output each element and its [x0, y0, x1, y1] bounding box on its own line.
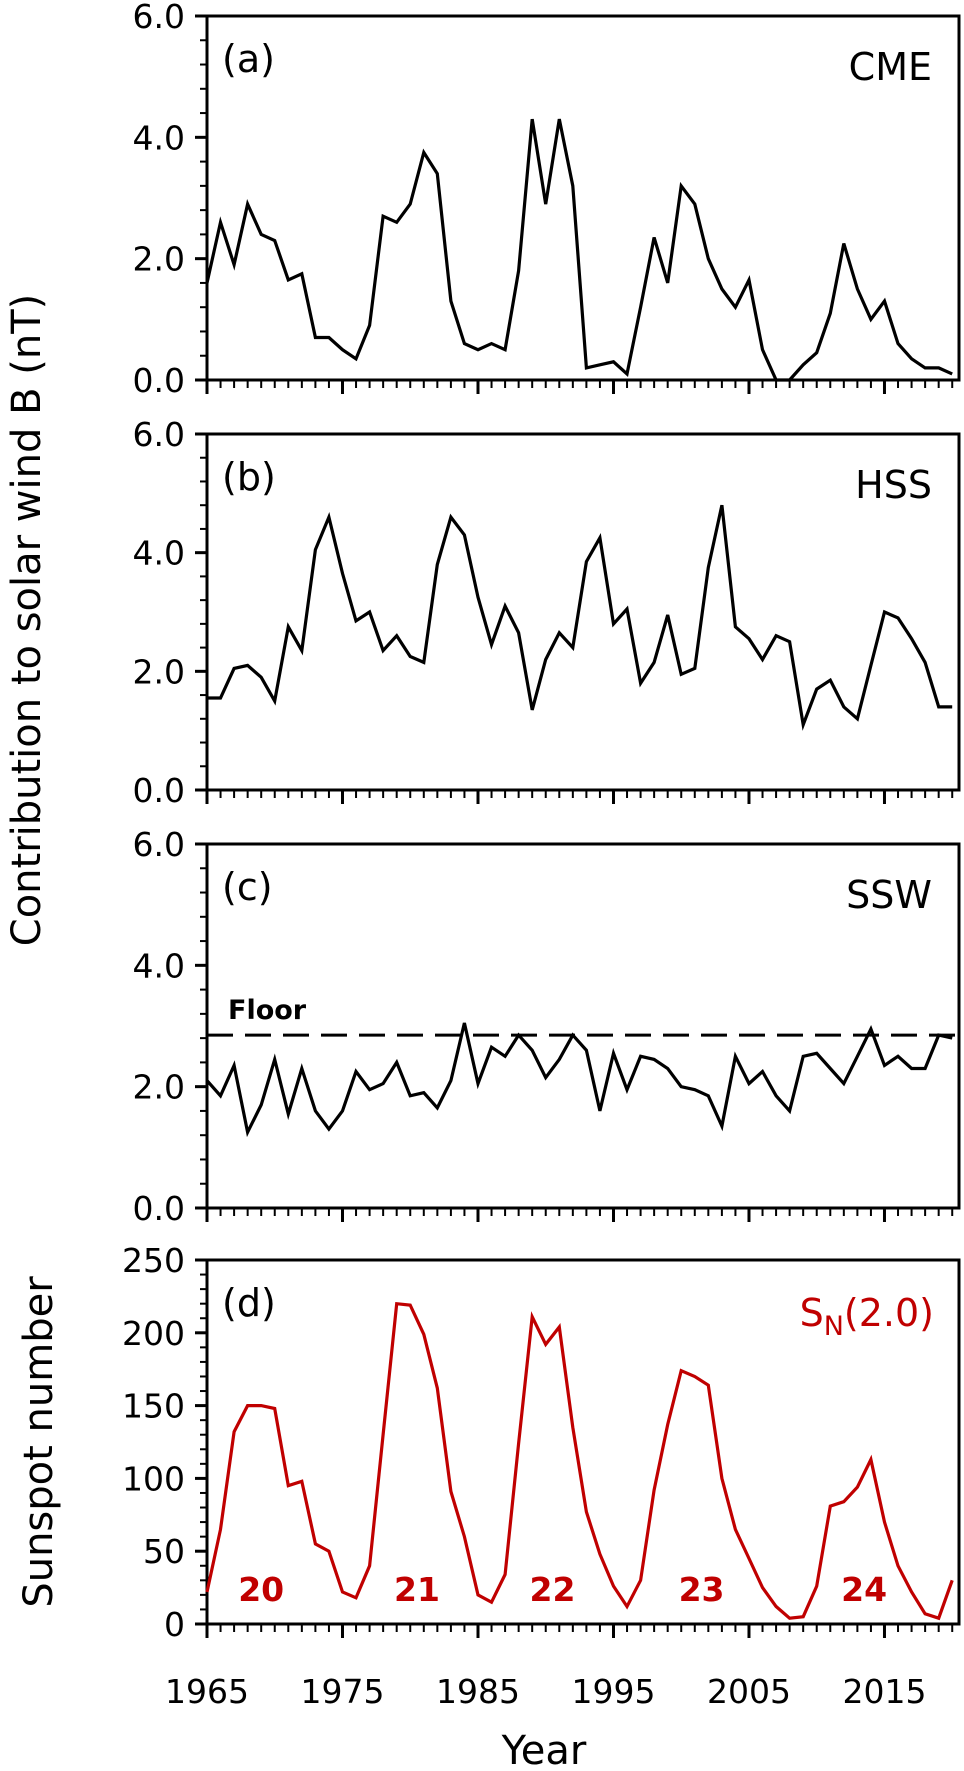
panel-d-ytick-label: 0	[164, 1605, 185, 1644]
panel-d-ytick-label: 100	[122, 1459, 185, 1498]
panel-c-series-label: SSW	[846, 873, 932, 917]
panel-b-frame	[205, 432, 961, 792]
x-tick-label: 1975	[301, 1672, 385, 1711]
panel-d-ytick-label: 150	[122, 1387, 185, 1426]
cycle-label: 23	[679, 1570, 725, 1609]
panel-b-ytick-label: 0.0	[133, 771, 185, 810]
x-tick-label: 2015	[842, 1672, 926, 1711]
panel-c-ytick-label: 6.0	[133, 825, 185, 864]
panel-b: (b) HSS 0.0 2.0 4.0 6.0	[133, 415, 961, 810]
panel-d-tag: (d)	[222, 1281, 276, 1325]
panel-b-series-label: HSS	[855, 463, 932, 507]
panel-b-ytick-label: 4.0	[133, 534, 185, 573]
panel-a-frame	[205, 14, 961, 382]
cycle-label: 20	[238, 1570, 284, 1609]
panel-a-ytick-label: 2.0	[133, 240, 185, 279]
panel-b-series-line	[207, 504, 953, 731]
panel-d: (d) SN(2.0) Sunspot number 0 50 100 150 200 2…	[16, 1241, 961, 1644]
panel-a: (a) CME 0.0 2.0 4.0 6.0	[133, 0, 961, 400]
panel-a-ytick-label: 6.0	[133, 0, 185, 36]
sunspot-label-tail: (2.0)	[844, 1291, 934, 1335]
sunspot-y-axis-title: Sunspot number	[16, 1276, 62, 1608]
panel-a-ytick-label: 4.0	[133, 118, 185, 157]
panel-c-ytick-label: 2.0	[133, 1068, 185, 1107]
panel-a-series-line	[205, 118, 953, 382]
x-tick-label: 1965	[165, 1672, 249, 1711]
panel-d-ytick-label: 50	[143, 1532, 185, 1571]
x-tick-label: 2005	[707, 1672, 791, 1711]
x-axis: 1965 1975 1985 1995 2005 2015	[165, 1672, 926, 1711]
shared-y-axis-title: Contribution to solar wind B (nT)	[4, 294, 50, 946]
panel-a-tag: (a)	[222, 37, 275, 81]
panel-d-series-label: SN(2.0)	[800, 1291, 934, 1342]
cycle-label: 24	[841, 1570, 887, 1609]
panel-a-series-label: CME	[849, 45, 932, 89]
sunspot-label-sub: N	[824, 1311, 844, 1342]
panel-a-ytick-label: 0.0	[133, 361, 185, 400]
x-tick-label: 1995	[571, 1672, 655, 1711]
panel-b-ytick-label: 2.0	[133, 652, 185, 691]
panel-c-frame	[205, 842, 961, 1210]
x-tick-label: 1985	[436, 1672, 520, 1711]
cycle-label: 22	[530, 1570, 576, 1609]
panel-d-ytick-label: 250	[122, 1241, 185, 1280]
x-axis-title: Year	[501, 1728, 587, 1771]
panel-b-ytick-label: 6.0	[133, 415, 185, 454]
panel-c-ytick-label: 0.0	[133, 1189, 185, 1228]
panel-c-series-line	[205, 1022, 953, 1138]
panel-d-series-line	[205, 1301, 954, 1621]
panel-c-ytick-label: 4.0	[133, 946, 185, 985]
floor-label: Floor	[228, 995, 307, 1026]
cycle-label: 21	[394, 1570, 440, 1609]
panel-c: (c) SSW Floor 0.0 2.0 4.0 6.0	[133, 825, 961, 1228]
panel-b-tag: (b)	[222, 455, 276, 499]
panel-d-ytick-label: 200	[122, 1314, 185, 1353]
sunspot-label-main: S	[800, 1291, 824, 1335]
panel-c-tag: (c)	[222, 865, 273, 909]
panel-d-frame	[205, 1258, 961, 1626]
